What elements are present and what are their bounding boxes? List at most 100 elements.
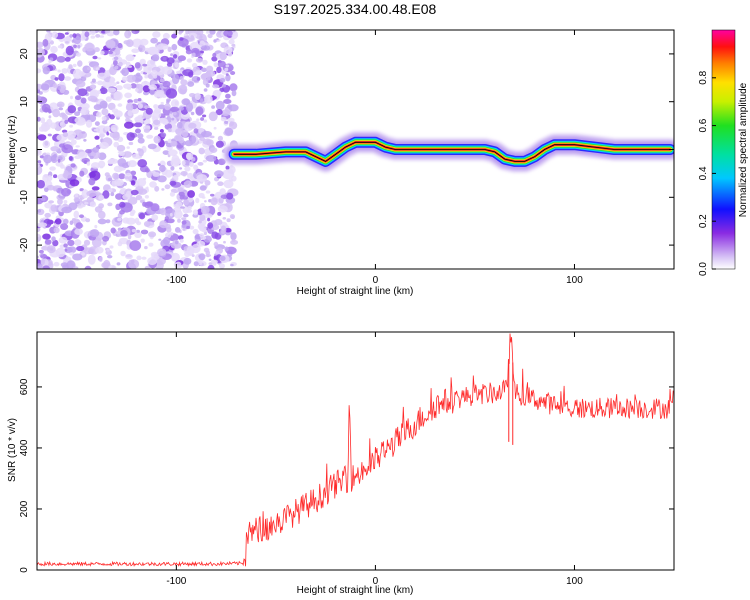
noise-speckle <box>198 220 202 224</box>
noise-speckle <box>69 34 73 38</box>
noise-speckle <box>212 84 220 89</box>
noise-speckle <box>104 70 111 77</box>
noise-speckle <box>197 162 204 166</box>
noise-speckle <box>127 65 132 68</box>
noise-speckle <box>157 104 166 110</box>
noise-speckle <box>64 57 71 62</box>
noise-speckle <box>219 51 227 61</box>
noise-speckle <box>134 231 142 238</box>
noise-speckle <box>179 106 184 111</box>
noise-speckle <box>172 73 180 85</box>
noise-speckle <box>37 179 45 189</box>
noise-speckle <box>60 223 69 231</box>
noise-speckle <box>134 122 143 128</box>
noise-speckle <box>139 58 146 65</box>
noise-speckle <box>48 200 54 204</box>
noise-speckle <box>69 220 74 225</box>
noise-speckle <box>110 192 115 197</box>
noise-speckle <box>125 117 130 123</box>
noise-speckle <box>146 134 154 139</box>
noise-speckle <box>62 132 69 138</box>
noise-speckle <box>51 31 59 39</box>
noise-speckle <box>126 39 134 48</box>
noise-speckle <box>166 100 170 104</box>
noise-speckle <box>195 70 202 76</box>
noise-speckle <box>190 35 194 40</box>
noise-speckle <box>55 161 63 167</box>
noise-speckle <box>189 225 195 230</box>
noise-speckle <box>192 228 199 235</box>
noise-speckle <box>197 260 203 266</box>
noise-speckle <box>37 116 41 122</box>
noise-speckle <box>53 227 60 234</box>
noise-speckle <box>144 74 149 79</box>
noise-speckle <box>200 117 205 121</box>
noise-speckle <box>189 161 194 167</box>
y-tick-label: 200 <box>19 500 30 517</box>
noise-speckle <box>226 192 234 200</box>
noise-speckle <box>142 201 147 207</box>
noise-speckle <box>159 129 164 133</box>
noise-speckle <box>85 218 91 223</box>
noise-speckle <box>184 250 191 258</box>
noise-speckle <box>147 257 158 266</box>
noise-speckle <box>101 119 108 125</box>
noise-speckle <box>185 30 190 35</box>
noise-speckle <box>217 158 226 166</box>
noise-speckle <box>107 202 113 207</box>
noise-speckle <box>37 47 45 57</box>
noise-speckle <box>55 247 66 258</box>
noise-speckle <box>107 50 114 55</box>
noise-speckle <box>208 258 212 261</box>
spectrogram-x-axis-label: Height of straight line (km) <box>297 286 414 297</box>
noise-speckle <box>201 130 212 138</box>
noise-speckle <box>154 91 164 98</box>
noise-speckle <box>222 217 227 220</box>
noise-speckle <box>118 173 126 180</box>
noise-speckle <box>148 84 157 91</box>
x-tick-label: 100 <box>566 275 583 286</box>
noise-speckle <box>52 239 59 247</box>
noise-speckle <box>80 107 87 114</box>
noise-speckle <box>173 111 177 116</box>
noise-speckle <box>85 149 92 154</box>
noise-speckle <box>230 263 234 267</box>
noise-speckle <box>95 246 104 254</box>
noise-speckle <box>75 145 80 148</box>
noise-speckle <box>170 242 182 249</box>
noise-speckle <box>170 99 180 108</box>
noise-speckle <box>166 226 172 233</box>
noise-speckle <box>183 213 189 218</box>
noise-speckle <box>179 37 184 41</box>
noise-speckle <box>162 80 171 88</box>
noise-speckle <box>94 135 100 140</box>
noise-speckle <box>190 111 195 116</box>
noise-speckle <box>174 62 180 68</box>
noise-speckle <box>88 177 96 186</box>
noise-speckle <box>44 187 49 193</box>
noise-speckle <box>56 56 66 63</box>
noise-speckle <box>94 47 100 53</box>
noise-speckle <box>99 35 105 38</box>
noise-speckle <box>116 144 126 152</box>
noise-speckle <box>159 78 165 83</box>
noise-speckle <box>198 224 207 232</box>
noise-speckle <box>40 117 46 124</box>
noise-speckle <box>216 66 222 74</box>
noise-speckle <box>116 81 120 84</box>
noise-speckle <box>107 255 113 259</box>
noise-speckle <box>162 118 169 125</box>
snr-line <box>37 333 674 568</box>
noise-speckle <box>124 92 132 99</box>
noise-speckle <box>169 191 175 197</box>
colorbar: 0.0 0.2 0.4 0.6 0.8 Normalized spectral ampl… <box>698 29 749 276</box>
noise-speckle <box>96 125 108 135</box>
noise-speckle <box>175 70 182 74</box>
noise-speckle <box>131 30 140 35</box>
noise-speckle <box>124 121 134 129</box>
noise-speckle <box>150 251 159 257</box>
x-tick-label: -100 <box>166 275 186 286</box>
noise-speckle <box>184 166 191 172</box>
noise-speckle <box>151 214 159 221</box>
